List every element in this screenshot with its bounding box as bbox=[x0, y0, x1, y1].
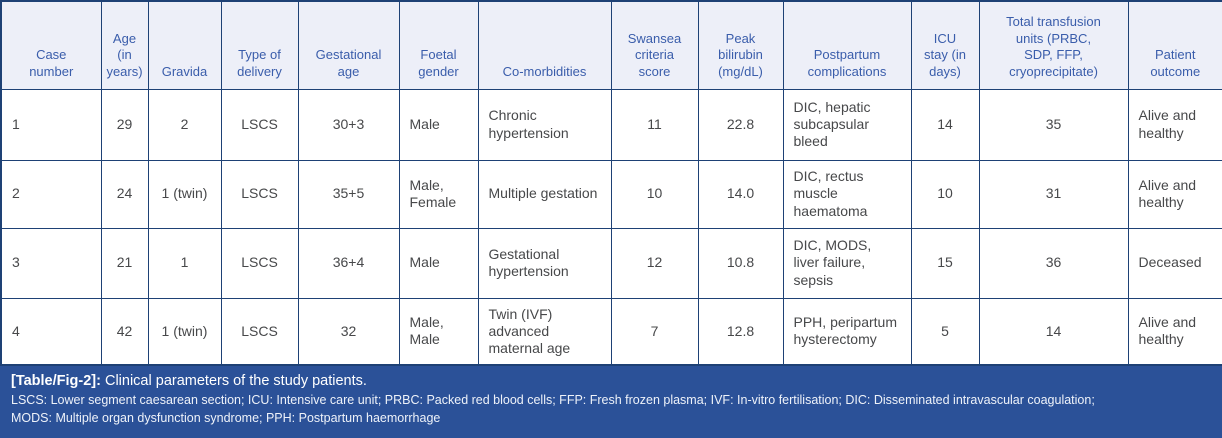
table-cell: Multiple gestation bbox=[477, 159, 612, 229]
column-header-icu-stay-in-days: ICU stay (in days) bbox=[910, 0, 980, 90]
table-body: 1 29 2 LSCS 30+3 Male Chronic hypertension 11 22… bbox=[0, 88, 1222, 366]
column-header-swansea-criteria-score: Swansea criteria score bbox=[610, 0, 699, 90]
table-cell: 12 bbox=[610, 227, 699, 299]
table-cell: 1 bbox=[147, 227, 222, 299]
table-cell: 4 bbox=[0, 297, 102, 366]
clinical-parameters-table: Case number Age (in years) Gravida Type of … bbox=[0, 0, 1222, 366]
table-cell: 22.8 bbox=[697, 88, 784, 161]
table-cell: 15 bbox=[910, 227, 980, 299]
table-cell: 2 bbox=[0, 159, 102, 229]
table-cell: 5 bbox=[910, 297, 980, 366]
table-caption-title: [Table/Fig-2]: Clinical parameters of th… bbox=[11, 373, 1211, 389]
table-cell: 7 bbox=[610, 297, 699, 366]
table-cell: DIC, hepatic subcapsular bleed bbox=[782, 88, 912, 161]
column-header-total-transfusion-units-prbc-sdp-ffp-cryoprecipitate: Total transfusion units (PRBC, SDP, FFP,… bbox=[978, 0, 1129, 90]
table-header-row: Case number Age (in years) Gravida Type of … bbox=[0, 0, 1222, 90]
table-row: 1 29 2 LSCS 30+3 Male Chronic hypertension 11 22… bbox=[0, 88, 1222, 161]
table-cell: LSCS bbox=[220, 159, 299, 229]
table-cell: 24 bbox=[100, 159, 149, 229]
table-caption-label: [Table/Fig-2]: bbox=[11, 373, 101, 389]
table-cell: 42 bbox=[100, 297, 149, 366]
table-cell: 12.8 bbox=[697, 297, 784, 366]
column-header-foetal-gender: Foetal gender bbox=[398, 0, 479, 90]
table-cell: 10 bbox=[610, 159, 699, 229]
table-cell: 36+4 bbox=[297, 227, 400, 299]
column-header-peak-bilirubin-mg-dl: Peak bilirubin (mg/dL) bbox=[697, 0, 784, 90]
table-cell: Gestational hypertension bbox=[477, 227, 612, 299]
table-cell: 36 bbox=[978, 227, 1129, 299]
table-row: 3 21 1 LSCS 36+4 Male Gestational hypertension… bbox=[0, 227, 1222, 299]
column-header-age-in-years: Age (in years) bbox=[100, 0, 149, 90]
table-cell: LSCS bbox=[220, 297, 299, 366]
table-cell: 31 bbox=[978, 159, 1129, 229]
column-header-gravida: Gravida bbox=[147, 0, 222, 90]
table-cell: Chronic hypertension bbox=[477, 88, 612, 161]
column-header-co-morbidities: Co-morbidities bbox=[477, 0, 612, 90]
table-cell: 35+5 bbox=[297, 159, 400, 229]
table-caption: [Table/Fig-2]: Clinical parameters of th… bbox=[0, 366, 1222, 428]
table-cell: 11 bbox=[610, 88, 699, 161]
table-cell: 1 (twin) bbox=[147, 159, 222, 229]
table-cell: LSCS bbox=[220, 88, 299, 161]
table-cell: 2 bbox=[147, 88, 222, 161]
table-cell: LSCS bbox=[220, 227, 299, 299]
table-cell: 32 bbox=[297, 297, 400, 366]
table-cell: 1 (twin) bbox=[147, 297, 222, 366]
table-cell: 10.8 bbox=[697, 227, 784, 299]
table-cell: 14 bbox=[978, 297, 1129, 366]
table-cell: 21 bbox=[100, 227, 149, 299]
table-cell: 14.0 bbox=[697, 159, 784, 229]
table-header: Case number Age (in years) Gravida Type of … bbox=[0, 0, 1222, 90]
table-cell: Male, Female bbox=[398, 159, 479, 229]
table-cell: Deceased bbox=[1127, 227, 1222, 299]
column-header-postpartum-complications: Postpartum complications bbox=[782, 0, 912, 90]
abbreviations-line-2: MODS: Multiple organ dysfunction syndrom… bbox=[11, 410, 441, 425]
table-cell: 35 bbox=[978, 88, 1129, 161]
table-cell: Alive and healthy bbox=[1127, 88, 1222, 161]
table-cell: Alive and healthy bbox=[1127, 159, 1222, 229]
table-cell: PPH, peripartum hysterectomy bbox=[782, 297, 912, 366]
table-cell: 10 bbox=[910, 159, 980, 229]
table-cell: Male bbox=[398, 227, 479, 299]
table-cell: DIC, MODS, liver failure, sepsis bbox=[782, 227, 912, 299]
column-header-type-of-delivery: Type of delivery bbox=[220, 0, 299, 90]
column-header-case-number: Case number bbox=[0, 0, 102, 90]
table-cell: DIC, rectus muscle haematoma bbox=[782, 159, 912, 229]
table-cell: 14 bbox=[910, 88, 980, 161]
column-header-gestational-age: Gestational age bbox=[297, 0, 400, 90]
column-header-patient-outcome: Patient outcome bbox=[1127, 0, 1222, 90]
table-row: 4 42 1 (twin) LSCS 32 Male, Male Twin (IVF) ad… bbox=[0, 297, 1222, 366]
table-cell: 3 bbox=[0, 227, 102, 299]
table-row: 2 24 1 (twin) LSCS 35+5 Male, Female Multiple … bbox=[0, 159, 1222, 229]
abbreviations-line-1: LSCS: Lower segment caesarean section; I… bbox=[11, 393, 1095, 407]
table-cell: 29 bbox=[100, 88, 149, 161]
table-cell: Male bbox=[398, 88, 479, 161]
table-cell: 1 bbox=[0, 88, 102, 161]
table-cell: 30+3 bbox=[297, 88, 400, 161]
table-cell: Male, Male bbox=[398, 297, 479, 366]
table-cell: Twin (IVF) advanced maternal age bbox=[477, 297, 612, 366]
table-caption-text: Clinical parameters of the study patient… bbox=[104, 373, 367, 389]
table-cell: Alive and healthy bbox=[1127, 297, 1222, 366]
